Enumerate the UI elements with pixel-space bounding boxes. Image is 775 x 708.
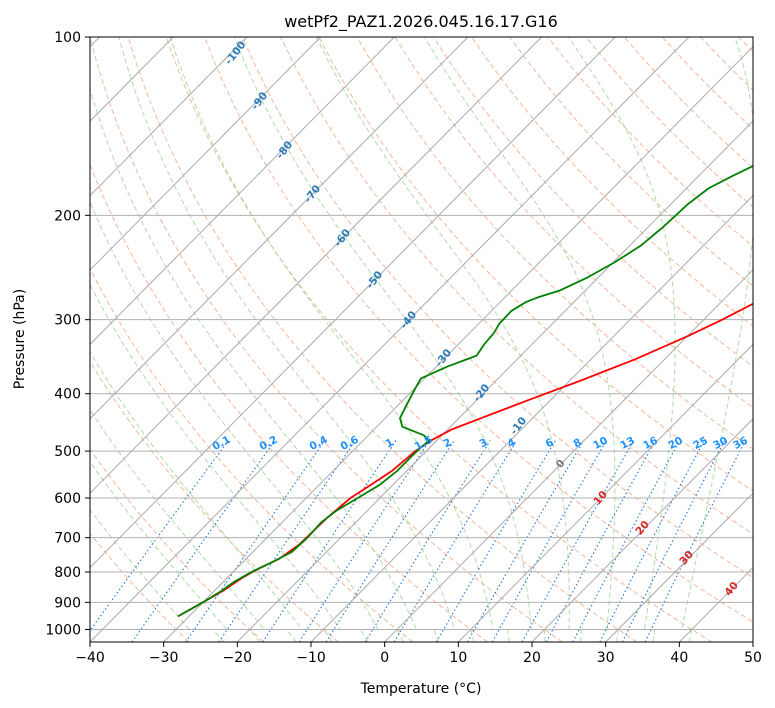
moist-adiabat-line xyxy=(90,350,333,642)
mixing-ratio-line xyxy=(185,440,326,642)
moist-adiabat-line xyxy=(90,409,297,642)
isotherm-line xyxy=(163,46,753,642)
mixing-ratio-line xyxy=(364,440,491,642)
isotherm-line xyxy=(605,492,753,642)
mixing-ratio-lines xyxy=(90,440,746,642)
moist-adiabat-line xyxy=(90,200,404,642)
isotherm-line xyxy=(310,194,753,642)
isotherm-line xyxy=(90,37,248,197)
dry-adiabat-line xyxy=(318,37,753,492)
mixing-ratio-line xyxy=(545,440,657,642)
moist-adiabat-line xyxy=(118,37,475,642)
chart-title: wetPf2_PAZ1.2026.045.16.17.G16 xyxy=(284,12,558,32)
x-axis-label: Temperature (°C) xyxy=(360,681,482,697)
sounding-profiles xyxy=(177,164,753,618)
x-tick-label: −20 xyxy=(223,650,253,666)
dry-adiabat-line xyxy=(127,37,638,642)
mixing-ratio-line xyxy=(262,440,397,642)
dry-adiabat-line xyxy=(90,267,414,642)
isotherm-line xyxy=(90,37,469,420)
dry-adiabat-line xyxy=(356,37,753,450)
isotherm-line xyxy=(90,37,321,271)
moist-adiabat-line xyxy=(568,37,676,642)
isotherm-line xyxy=(236,120,753,642)
isotherm-line xyxy=(457,343,753,642)
y-tick-label: 400 xyxy=(54,387,81,403)
mixing-ratio-line xyxy=(491,440,607,642)
y-tick-label: 700 xyxy=(54,531,81,547)
mixing-ratio-line xyxy=(435,440,556,642)
dry-adiabat-line xyxy=(471,37,753,327)
mixing-ratio-line xyxy=(90,440,229,632)
x-tick-label: 50 xyxy=(744,650,762,666)
y-tick-label: 800 xyxy=(54,565,81,581)
dry-adiabat-line xyxy=(90,532,190,642)
y-tick-label: 200 xyxy=(54,208,81,224)
moist-adiabat-line xyxy=(233,37,546,642)
moist-adiabat-line xyxy=(681,37,753,642)
x-tick-label: 30 xyxy=(597,650,615,666)
isotherm-line xyxy=(384,269,753,642)
dry-adiabat-line xyxy=(90,448,264,642)
x-tick-label: 0 xyxy=(380,650,389,666)
pressure-gridlines xyxy=(90,37,753,630)
y-tick-label: 600 xyxy=(54,491,81,507)
x-tick-label: −40 xyxy=(75,650,105,666)
x-axis: −40 −30 −20 −10 0 10 20 30 40 50 xyxy=(75,642,762,666)
y-tick-label: 500 xyxy=(54,444,81,460)
isotherm-line xyxy=(90,37,542,494)
mixing-ratio-line xyxy=(621,440,726,642)
y-tick-label: 1000 xyxy=(45,622,81,638)
plot-frame xyxy=(89,36,754,643)
dry-adiabat-line xyxy=(432,37,753,368)
isotherm-line xyxy=(531,418,753,642)
x-tick-label: 10 xyxy=(449,650,467,666)
skewed-isotherms xyxy=(90,37,753,642)
isotherm-line xyxy=(90,37,616,569)
x-tick-label: −30 xyxy=(149,650,179,666)
plot-area: -100-90-80-70-60-50-40-30-20-10010203040… xyxy=(90,37,753,642)
moist-adiabat-line xyxy=(315,37,582,642)
isotherm-line xyxy=(90,37,690,642)
y-tick-label: 900 xyxy=(54,595,81,611)
y-axis-label: Pressure (hPa) xyxy=(12,289,28,389)
mixing-ratio-line xyxy=(298,440,430,642)
y-axis: 100 200 300 400 500 600 700 800 900 1000 xyxy=(45,30,90,638)
isotherm-line xyxy=(90,37,395,346)
dry-adiabat-line xyxy=(165,37,712,642)
mixing-ratio-line xyxy=(644,440,746,642)
dry-adiabat-line xyxy=(90,163,488,642)
mixing-ratio-line xyxy=(325,440,455,642)
temperature-profile xyxy=(177,302,753,618)
x-tick-label: 20 xyxy=(523,650,541,666)
mixing-ratio-line xyxy=(218,440,356,642)
dewpoint-profile xyxy=(177,164,753,618)
y-tick-label: 300 xyxy=(54,313,81,329)
mixing-ratio-line xyxy=(521,440,635,642)
moist-adiabat-line xyxy=(169,37,510,642)
x-tick-label: 40 xyxy=(670,650,688,666)
x-tick-label: −10 xyxy=(296,650,326,666)
dry-adiabat-line xyxy=(203,37,753,623)
y-tick-label: 100 xyxy=(54,30,81,46)
moist-adiabat-line xyxy=(90,461,261,642)
